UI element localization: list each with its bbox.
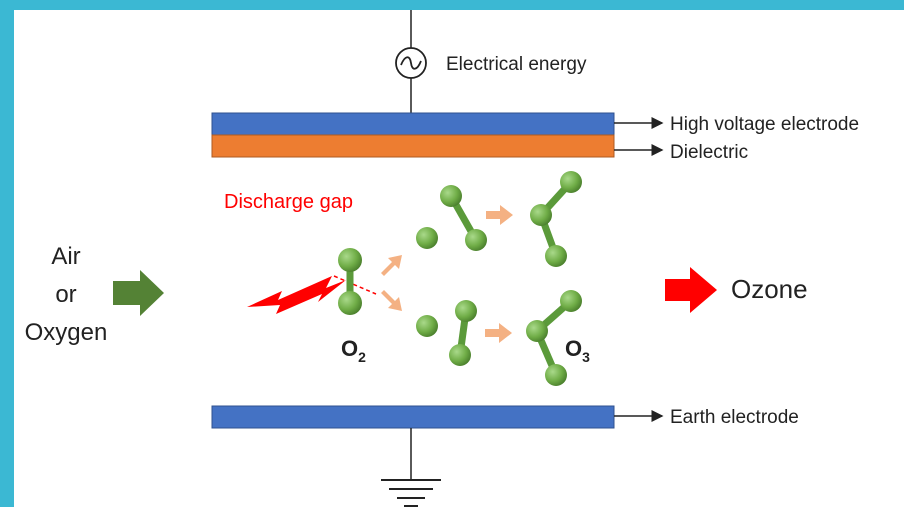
electrical-energy-label: Electrical energy xyxy=(446,54,587,75)
dielectric-layer xyxy=(211,134,615,158)
high-voltage-electrode-label: High voltage electrode xyxy=(670,114,859,135)
output-label-ozone: Ozone xyxy=(731,274,808,304)
dielectric-label: Dielectric xyxy=(670,142,748,163)
earth-electrode xyxy=(211,405,615,429)
o2-molecule-lower xyxy=(449,300,477,366)
earth-electrode-label: Earth electrode xyxy=(670,407,799,428)
ground-icon xyxy=(381,479,441,507)
output-flow-arrow xyxy=(665,267,717,313)
input-label-air: Air xyxy=(51,243,80,270)
o3-label: O3 xyxy=(565,336,590,365)
reaction-arrow-upper xyxy=(486,205,513,225)
o2-label: O2 xyxy=(341,336,366,365)
ac-source-icon xyxy=(395,47,427,79)
dissociation-dash xyxy=(333,275,377,295)
input-flow-arrow xyxy=(113,270,164,316)
discharge-gap-label: Discharge gap xyxy=(224,191,353,213)
diagram-canvas: Electrical energy High voltage electrode… xyxy=(14,10,904,507)
lightning-spark-icon xyxy=(247,276,346,314)
input-label-or: or xyxy=(55,281,76,308)
o3-molecule-upper xyxy=(530,171,582,267)
split-arrow-up xyxy=(381,255,402,276)
ozone-generator-diagram: Electrical energy High voltage electrode… xyxy=(25,10,859,507)
high-voltage-electrode xyxy=(211,112,615,136)
reaction-arrow-lower xyxy=(485,323,512,343)
oxygen-atom-upper xyxy=(416,227,438,249)
input-label-oxygen: Oxygen xyxy=(25,319,108,346)
o2-molecule-upper xyxy=(440,185,487,251)
o2-molecule xyxy=(338,248,362,315)
o3-molecule-lower xyxy=(526,290,582,386)
split-arrow-down xyxy=(381,290,402,311)
oxygen-atom-lower xyxy=(416,315,438,337)
